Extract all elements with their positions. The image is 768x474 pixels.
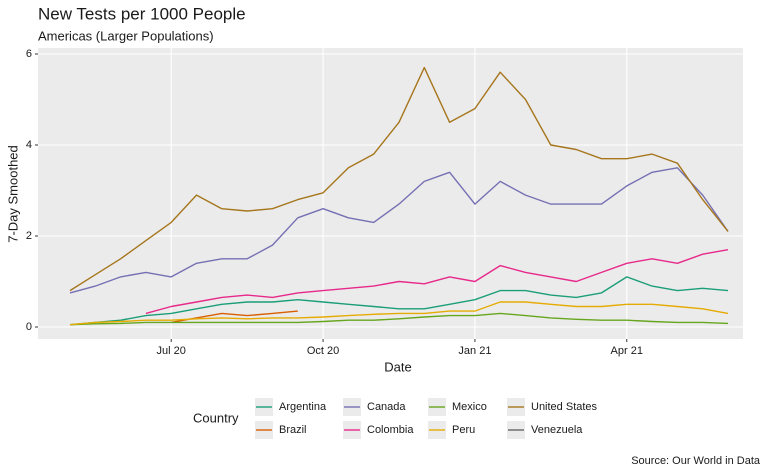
legend-title: Country: [193, 410, 239, 425]
lines: [69, 66, 729, 326]
legend-label: United States: [531, 401, 598, 413]
caption: Source: Our World in Data: [631, 455, 761, 467]
legend-label: Peru: [452, 424, 475, 436]
legend-label: Canada: [367, 401, 406, 413]
legend-label: Venezuela: [531, 424, 583, 436]
legend-label: Brazil: [279, 424, 307, 436]
legend-label: Mexico: [452, 401, 487, 413]
series-line: [69, 167, 729, 294]
y-tick-label: 4: [26, 139, 32, 151]
x-tick-label: Jan 21: [458, 345, 491, 357]
series-line: [69, 301, 729, 326]
series-line: [145, 249, 729, 315]
grid: [35, 48, 743, 342]
legend-label: Colombia: [367, 424, 414, 436]
legend: Country Argentina Brazil Canada Colombia Mexi…: [193, 398, 598, 439]
x-tick-label: Apr 21: [611, 345, 643, 357]
chart-title: New Tests per 1000 People: [38, 4, 246, 23]
legend-label: Argentina: [279, 401, 327, 413]
x-axis-title: Date: [384, 359, 411, 374]
y-axis-title: 7-Day Smoothed: [5, 145, 20, 243]
x-tick-label: Oct 20: [307, 345, 339, 357]
x-tick-label: Jul 20: [157, 345, 186, 357]
y-tick-label: 6: [26, 48, 32, 60]
y-tick-label: 2: [26, 230, 32, 242]
series-line: [69, 66, 729, 292]
series-line: [69, 276, 729, 326]
plot-panel: [38, 48, 743, 339]
series-line: [69, 312, 729, 326]
y-tick-label: 0: [26, 321, 32, 333]
chart-subtitle: Americas (Larger Populations): [38, 28, 214, 43]
